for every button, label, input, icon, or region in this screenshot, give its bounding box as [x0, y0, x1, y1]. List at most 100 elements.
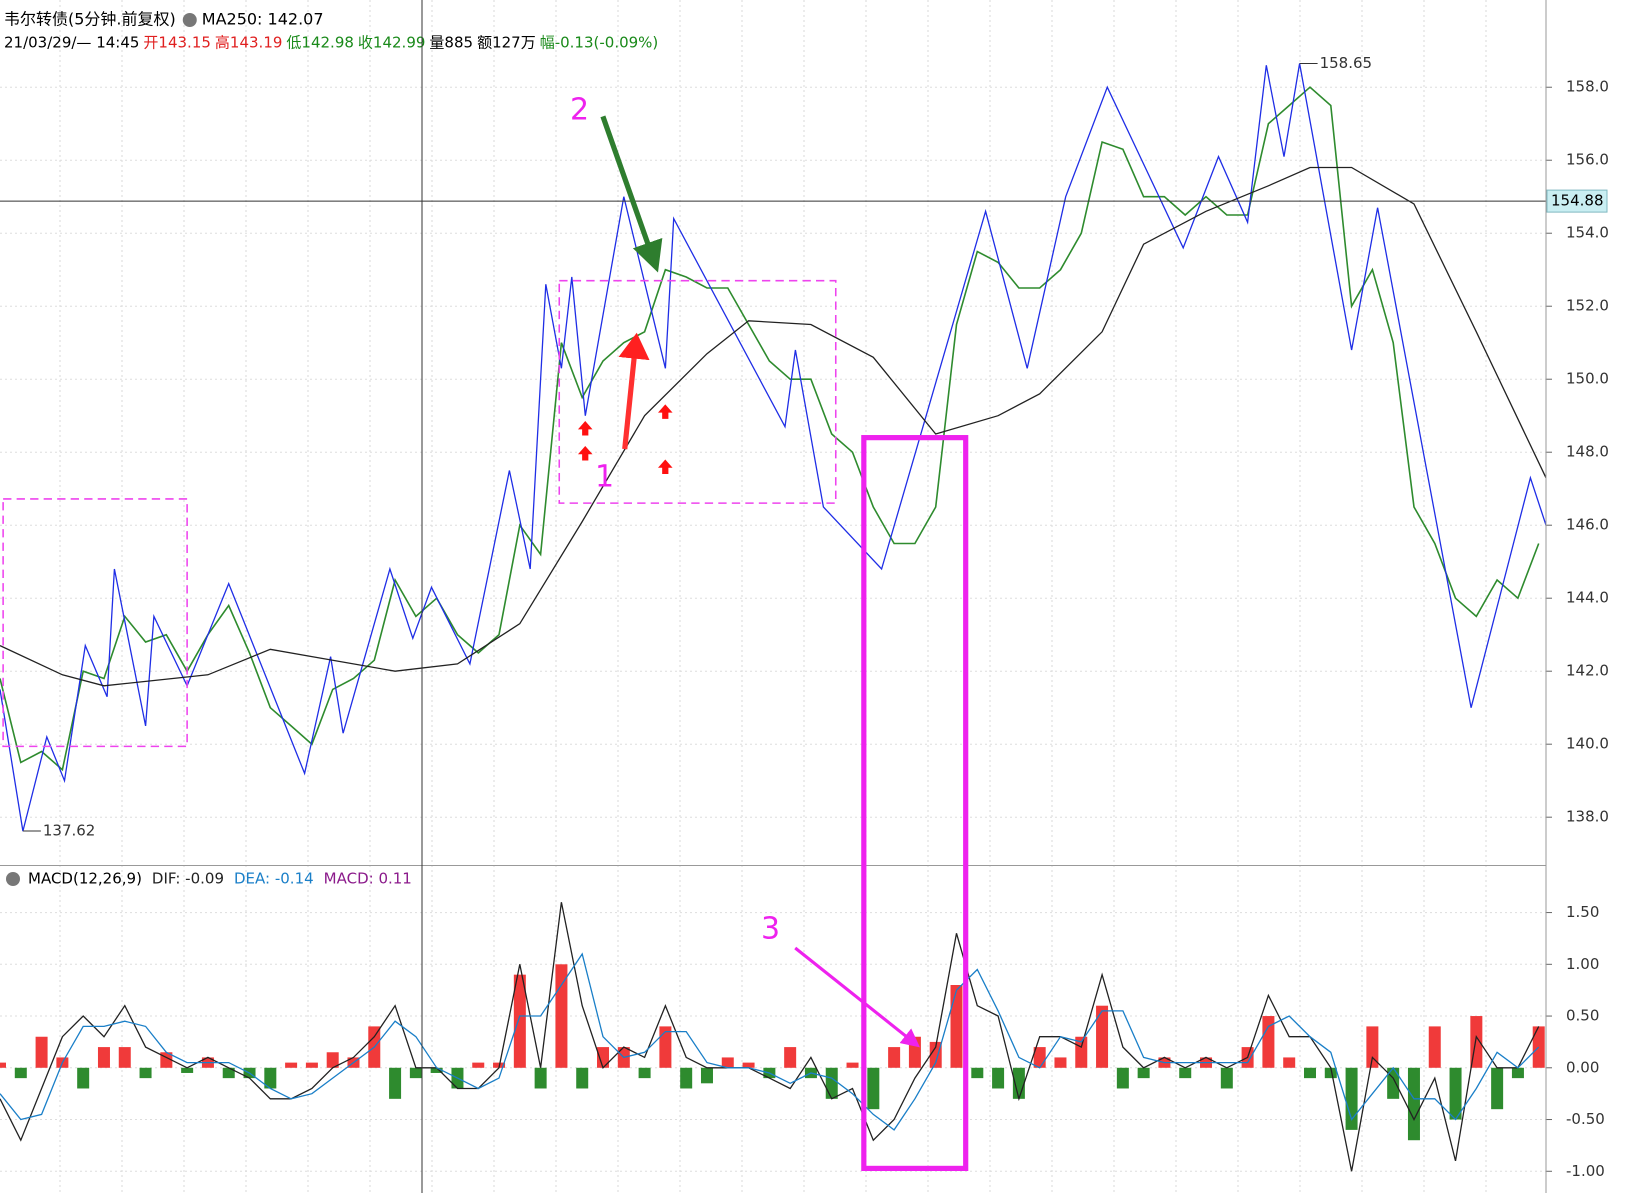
histogram-bar	[77, 1067, 90, 1089]
histogram-bar	[97, 1047, 110, 1068]
marker-label: 1	[595, 460, 614, 495]
histogram-bar	[1303, 1067, 1316, 1079]
crosshair-label: 154.88	[1551, 192, 1604, 210]
histogram-bar	[1428, 1026, 1441, 1068]
y-tick-label: 1.50	[1566, 903, 1599, 921]
y-tick-label: 1.00	[1566, 955, 1599, 973]
histogram-bar	[139, 1067, 152, 1079]
histogram-bar	[825, 1067, 838, 1099]
y-tick-label: -0.50	[1566, 1110, 1605, 1128]
histogram-bar	[118, 1047, 131, 1068]
panel-icon	[6, 872, 20, 886]
series-line	[0, 63, 1546, 832]
info-item: 高143.19	[215, 34, 283, 52]
histogram-bar	[1283, 1057, 1296, 1068]
histogram-bar	[1407, 1067, 1420, 1141]
histogram-bar	[992, 1067, 1005, 1089]
histogram-bar	[867, 1067, 880, 1110]
histogram-bar	[1179, 1067, 1192, 1079]
histogram-bar	[721, 1057, 734, 1068]
histogram-bar	[846, 1062, 859, 1068]
info-item: 幅-0.13(-0.09%)	[540, 34, 659, 52]
y-tick-label: -1.00	[1566, 1162, 1605, 1180]
histogram-bar	[742, 1062, 755, 1068]
histogram-bar	[929, 1041, 942, 1068]
marker-label: 2	[570, 93, 589, 128]
histogram-bar	[1345, 1067, 1358, 1130]
series-line	[0, 952, 1540, 1131]
dashed-box	[558, 279, 837, 504]
histogram-bar	[576, 1067, 589, 1089]
histogram-bar	[326, 1052, 339, 1068]
histogram-bar	[222, 1067, 235, 1079]
histogram-bar	[971, 1067, 984, 1079]
histogram-bar	[409, 1067, 422, 1079]
arrow	[618, 332, 650, 450]
series-line	[0, 902, 1540, 1172]
y-tick-label: 0.50	[1566, 1007, 1599, 1025]
histogram-bar	[888, 1047, 901, 1068]
info-item: 收142.99	[358, 34, 426, 52]
histogram-bar	[1096, 1005, 1109, 1068]
histogram-bar	[1324, 1067, 1337, 1079]
y-tick-label: 142.0	[1566, 662, 1609, 680]
y-tick-label: 146.0	[1566, 516, 1609, 534]
legend-entry: MACD: 0.11	[324, 870, 412, 888]
histogram-bar	[264, 1067, 277, 1089]
histogram-bar	[181, 1067, 194, 1073]
histogram-bar	[1262, 1016, 1275, 1068]
histogram-bar	[1075, 1036, 1088, 1068]
y-tick-label: 152.0	[1566, 297, 1609, 315]
annotations	[2, 115, 969, 1171]
histogram-bar	[305, 1062, 318, 1068]
histogram-bar	[472, 1062, 485, 1068]
legend-entry: MA250: 142.07	[202, 10, 324, 29]
histogram-bar	[950, 985, 963, 1068]
histogram-bar	[659, 1026, 672, 1068]
info-item: 额127万	[477, 34, 536, 52]
histogram-bar	[14, 1067, 27, 1079]
y-tick-label: 138.0	[1566, 808, 1609, 826]
marker-label: 3	[761, 912, 780, 947]
histogram-bar	[1116, 1067, 1129, 1089]
y-tick-label: 144.0	[1566, 589, 1609, 607]
histogram-bar	[1220, 1067, 1233, 1089]
histogram-bar	[597, 1047, 610, 1068]
histogram-bar	[784, 1047, 797, 1068]
arrow	[794, 946, 920, 1048]
histogram-bar	[35, 1036, 48, 1068]
y-tick-label: 154.0	[1566, 224, 1609, 242]
histogram-bar	[1511, 1067, 1524, 1079]
histogram-bar	[1449, 1067, 1462, 1120]
histogram-bar	[389, 1067, 402, 1099]
y-tick-label: 0.00	[1566, 1058, 1599, 1076]
y-tick-label: 140.0	[1566, 735, 1609, 753]
price-annotation: 158.65	[1320, 54, 1373, 72]
y-tick-label: 156.0	[1566, 151, 1609, 169]
histogram-bar	[430, 1067, 443, 1073]
panel	[0, 63, 1546, 832]
y-tick-label: 148.0	[1566, 443, 1609, 461]
histogram-bar	[1532, 1026, 1545, 1068]
info-item: 低142.98	[286, 34, 354, 52]
histogram-bar	[513, 974, 526, 1068]
histogram-bar	[1137, 1067, 1150, 1079]
info-item: 开143.15	[143, 34, 211, 52]
histogram-bar	[1366, 1026, 1379, 1068]
series-line	[0, 86, 1540, 772]
chart-title: 韦尔转债(5分钟.前复权)	[4, 10, 176, 29]
histogram-bar	[534, 1067, 547, 1089]
info-item: 21/03/29/— 14:45	[4, 34, 139, 52]
info-item: 量885	[429, 34, 473, 52]
panel	[0, 902, 1546, 1172]
histogram-bar	[1054, 1057, 1067, 1068]
y-tick-label: 158.0	[1566, 78, 1609, 96]
highlight-box	[861, 435, 969, 1171]
y-tick-label: 150.0	[1566, 370, 1609, 388]
histogram-bar	[0, 1062, 6, 1068]
panel-icon	[182, 13, 197, 27]
crosshair-label-bg	[1546, 189, 1608, 213]
